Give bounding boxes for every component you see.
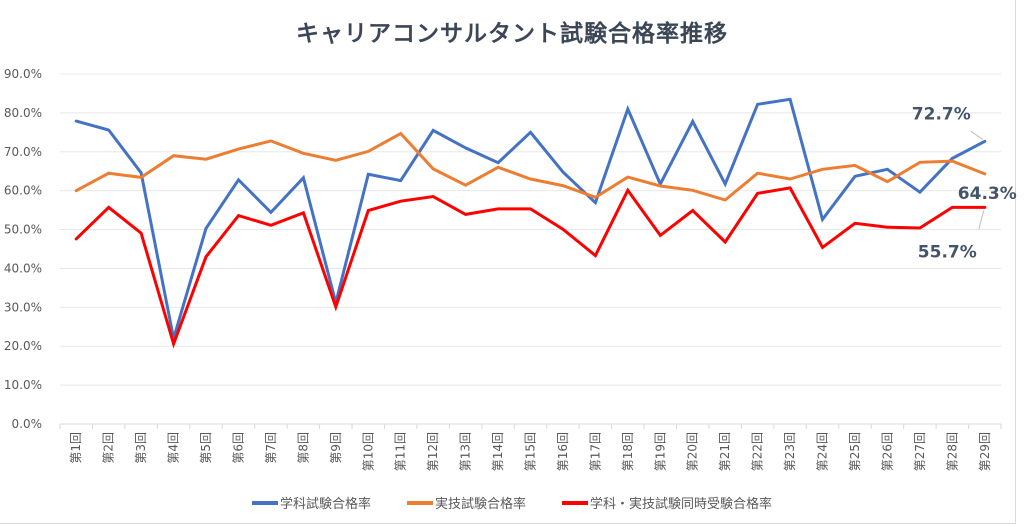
gridlines xyxy=(60,73,1001,425)
legend-label: 実技試験合格率 xyxy=(434,497,526,512)
y-tick-label: 80.0% xyxy=(4,106,42,120)
y-tick-label: 60.0% xyxy=(4,184,42,198)
y-tick-label: 90.0% xyxy=(4,67,42,81)
x-tick-label: 第9回 xyxy=(329,432,343,464)
legend-swatch xyxy=(562,500,588,505)
legend-item-douji[interactable]: 学科・実技試験同時受験合格率 xyxy=(562,493,772,512)
x-tick-label: 第10回 xyxy=(361,432,375,471)
x-tick-label: 第21回 xyxy=(718,432,732,471)
legend-label: 学科試験合格率 xyxy=(279,497,371,512)
x-tick-label: 第13回 xyxy=(459,432,473,471)
x-tick-label: 第14回 xyxy=(491,432,505,471)
y-tick-label: 0.0% xyxy=(12,417,43,431)
x-tick-label: 第25回 xyxy=(848,432,862,471)
x-tick-label: 第18回 xyxy=(621,432,635,471)
x-tick-label: 第27回 xyxy=(913,432,927,471)
x-tick-label: 第28回 xyxy=(945,432,959,471)
series-line-1 xyxy=(74,131,987,202)
data-label: 55.7% xyxy=(918,242,977,262)
legend-swatch xyxy=(251,500,278,505)
x-tick-label: 第3回 xyxy=(134,432,148,464)
series-lines xyxy=(74,97,987,349)
leader-line xyxy=(978,210,985,230)
y-tick-label: 20.0% xyxy=(4,339,42,353)
x-tick-label: 第22回 xyxy=(751,432,765,471)
legend-item-gakka[interactable]: 学科試験合格率 xyxy=(251,493,371,512)
x-tick-label: 第24回 xyxy=(816,432,830,471)
series-line-0 xyxy=(74,97,987,339)
x-tick-label: 第11回 xyxy=(394,432,408,471)
x-tick-label: 第23回 xyxy=(783,432,797,471)
x-tick-label: 第19回 xyxy=(653,432,667,471)
x-tick-label: 第29回 xyxy=(978,432,992,471)
legend: 学科試験合格率 実技試験合格率 学科・実技試験同時受験合格率 xyxy=(0,493,1024,512)
leader-line xyxy=(970,130,984,140)
y-axis-ticks: 0.0% 10.0% 20.0% 30.0% 40.0% 50.0% 60.0% 70.0% 8… xyxy=(4,67,42,431)
x-tick-label: 第1回 xyxy=(69,432,83,464)
x-tick-label: 第12回 xyxy=(426,432,440,471)
y-tick-label: 40.0% xyxy=(4,261,42,275)
x-axis: 第1回 第2回 第3回 第4回 第5回 第6回 第7回 第8回 第9回 第10回 第11回 第12回 第… xyxy=(59,424,1002,471)
x-tick-label: 第2回 xyxy=(102,432,116,464)
y-tick-label: 70.0% xyxy=(4,145,42,159)
x-tick-label: 第7回 xyxy=(264,432,278,464)
y-tick-label: 30.0% xyxy=(4,300,42,314)
series-line-2 xyxy=(74,186,987,349)
x-tick-label: 第8回 xyxy=(296,432,310,464)
y-tick-label: 10.0% xyxy=(4,378,42,392)
x-tick-label: 第5回 xyxy=(199,432,213,464)
data-labels: 72.7% 64.3% 55.7% xyxy=(912,104,1017,262)
x-tick-label: 第26回 xyxy=(880,432,894,471)
legend-item-jitsugi[interactable]: 実技試験合格率 xyxy=(406,493,526,512)
x-tick-label: 第16回 xyxy=(556,432,570,471)
x-tick-label: 第4回 xyxy=(167,432,181,464)
data-label: 64.3% xyxy=(958,184,1017,204)
data-label: 72.7% xyxy=(912,104,971,124)
y-tick-label: 50.0% xyxy=(4,223,42,237)
chart-title: キャリアコンサルタント試験合格率推移 xyxy=(296,21,728,47)
legend-swatch xyxy=(406,500,433,505)
x-tick-label: 第15回 xyxy=(524,432,538,471)
x-tick-label: 第6回 xyxy=(231,432,245,464)
x-tick-label: 第20回 xyxy=(686,432,700,471)
x-tick-label: 第17回 xyxy=(588,432,602,471)
legend-label: 学科・実技試験同時受験合格率 xyxy=(590,497,773,512)
